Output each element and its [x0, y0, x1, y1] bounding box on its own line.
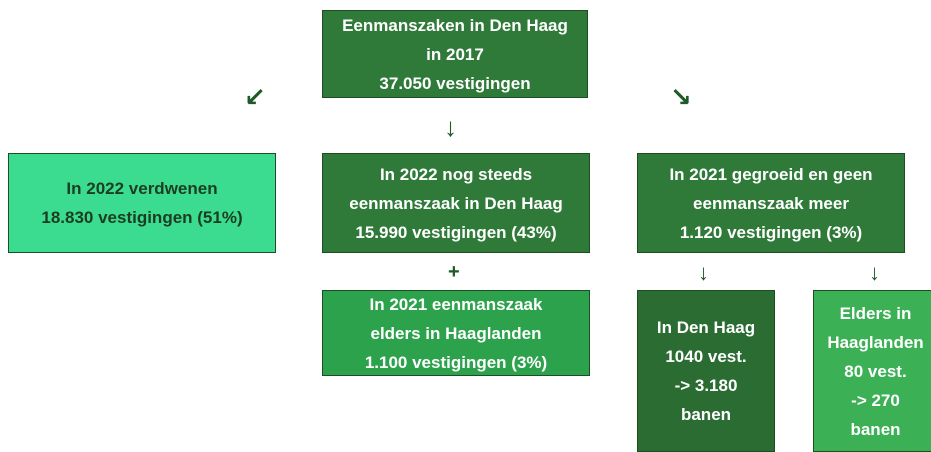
node-line: in 2017 — [426, 44, 484, 64]
arrow: ↓ — [869, 260, 880, 285]
arrow: ↓ — [698, 260, 709, 285]
arrow: ↓ — [444, 112, 457, 142]
arrow: ↘ — [670, 82, 692, 112]
node-line: In 2021 gegroeid en geen — [669, 164, 873, 184]
node-line: In Den Haag — [656, 318, 756, 337]
node-line: Elders in — [839, 303, 912, 323]
node-line: banen — [680, 405, 732, 424]
node: In Den Haag 1040 vest. -> 3.180 banen — [637, 290, 775, 452]
node-line: In 2021 eenmanszaak — [369, 294, 543, 314]
node-line: In 2022 nog steeds — [379, 164, 533, 184]
node-line: banen — [850, 419, 901, 439]
node-line: 80 vest. — [844, 361, 907, 381]
node-line: -> 270 — [851, 390, 900, 410]
node-line: 18.830 vestigingen (51%) — [41, 208, 243, 227]
plus: + — [448, 261, 460, 283]
node-line: eenmanszaak meer — [693, 193, 849, 213]
node-line: -> 3.180 — [674, 376, 738, 395]
node: Elders in Haaglanden 80 vest. -> 270 banen — [813, 290, 931, 452]
node-line: eenmanszaak in Den Haag — [349, 193, 563, 213]
arrow: ↙ — [244, 82, 266, 112]
node-line: 1.100 vestigingen (3%) — [364, 352, 548, 372]
node-line: 37.050 vestigingen — [379, 73, 531, 93]
node-line: 1040 vest. — [665, 347, 747, 366]
node: In 2021 gegroeid en geen eenmanszaak meer… — [637, 153, 905, 253]
node-line: 15.990 vestigingen (43%) — [355, 222, 557, 242]
node: In 2021 eenmanszaak elders in Haaglanden 1… — [322, 290, 590, 376]
node-line: Eenmanszaken in Den Haag — [342, 15, 568, 35]
node: Eenmanszaken in Den Haag in 2017 37.050 ve… — [322, 10, 588, 98]
node-line: In 2022 verdwenen — [66, 179, 218, 198]
node-line: elders in Haaglanden — [370, 323, 542, 343]
node-line: Haaglanden — [827, 332, 924, 352]
node: In 2022 nog steeds eenmanszaak in Den Haa… — [322, 153, 590, 253]
node: In 2022 verdwenen 18.830 vestigingen (51%… — [8, 153, 276, 253]
node-line: 1.120 vestigingen (3%) — [679, 222, 863, 242]
